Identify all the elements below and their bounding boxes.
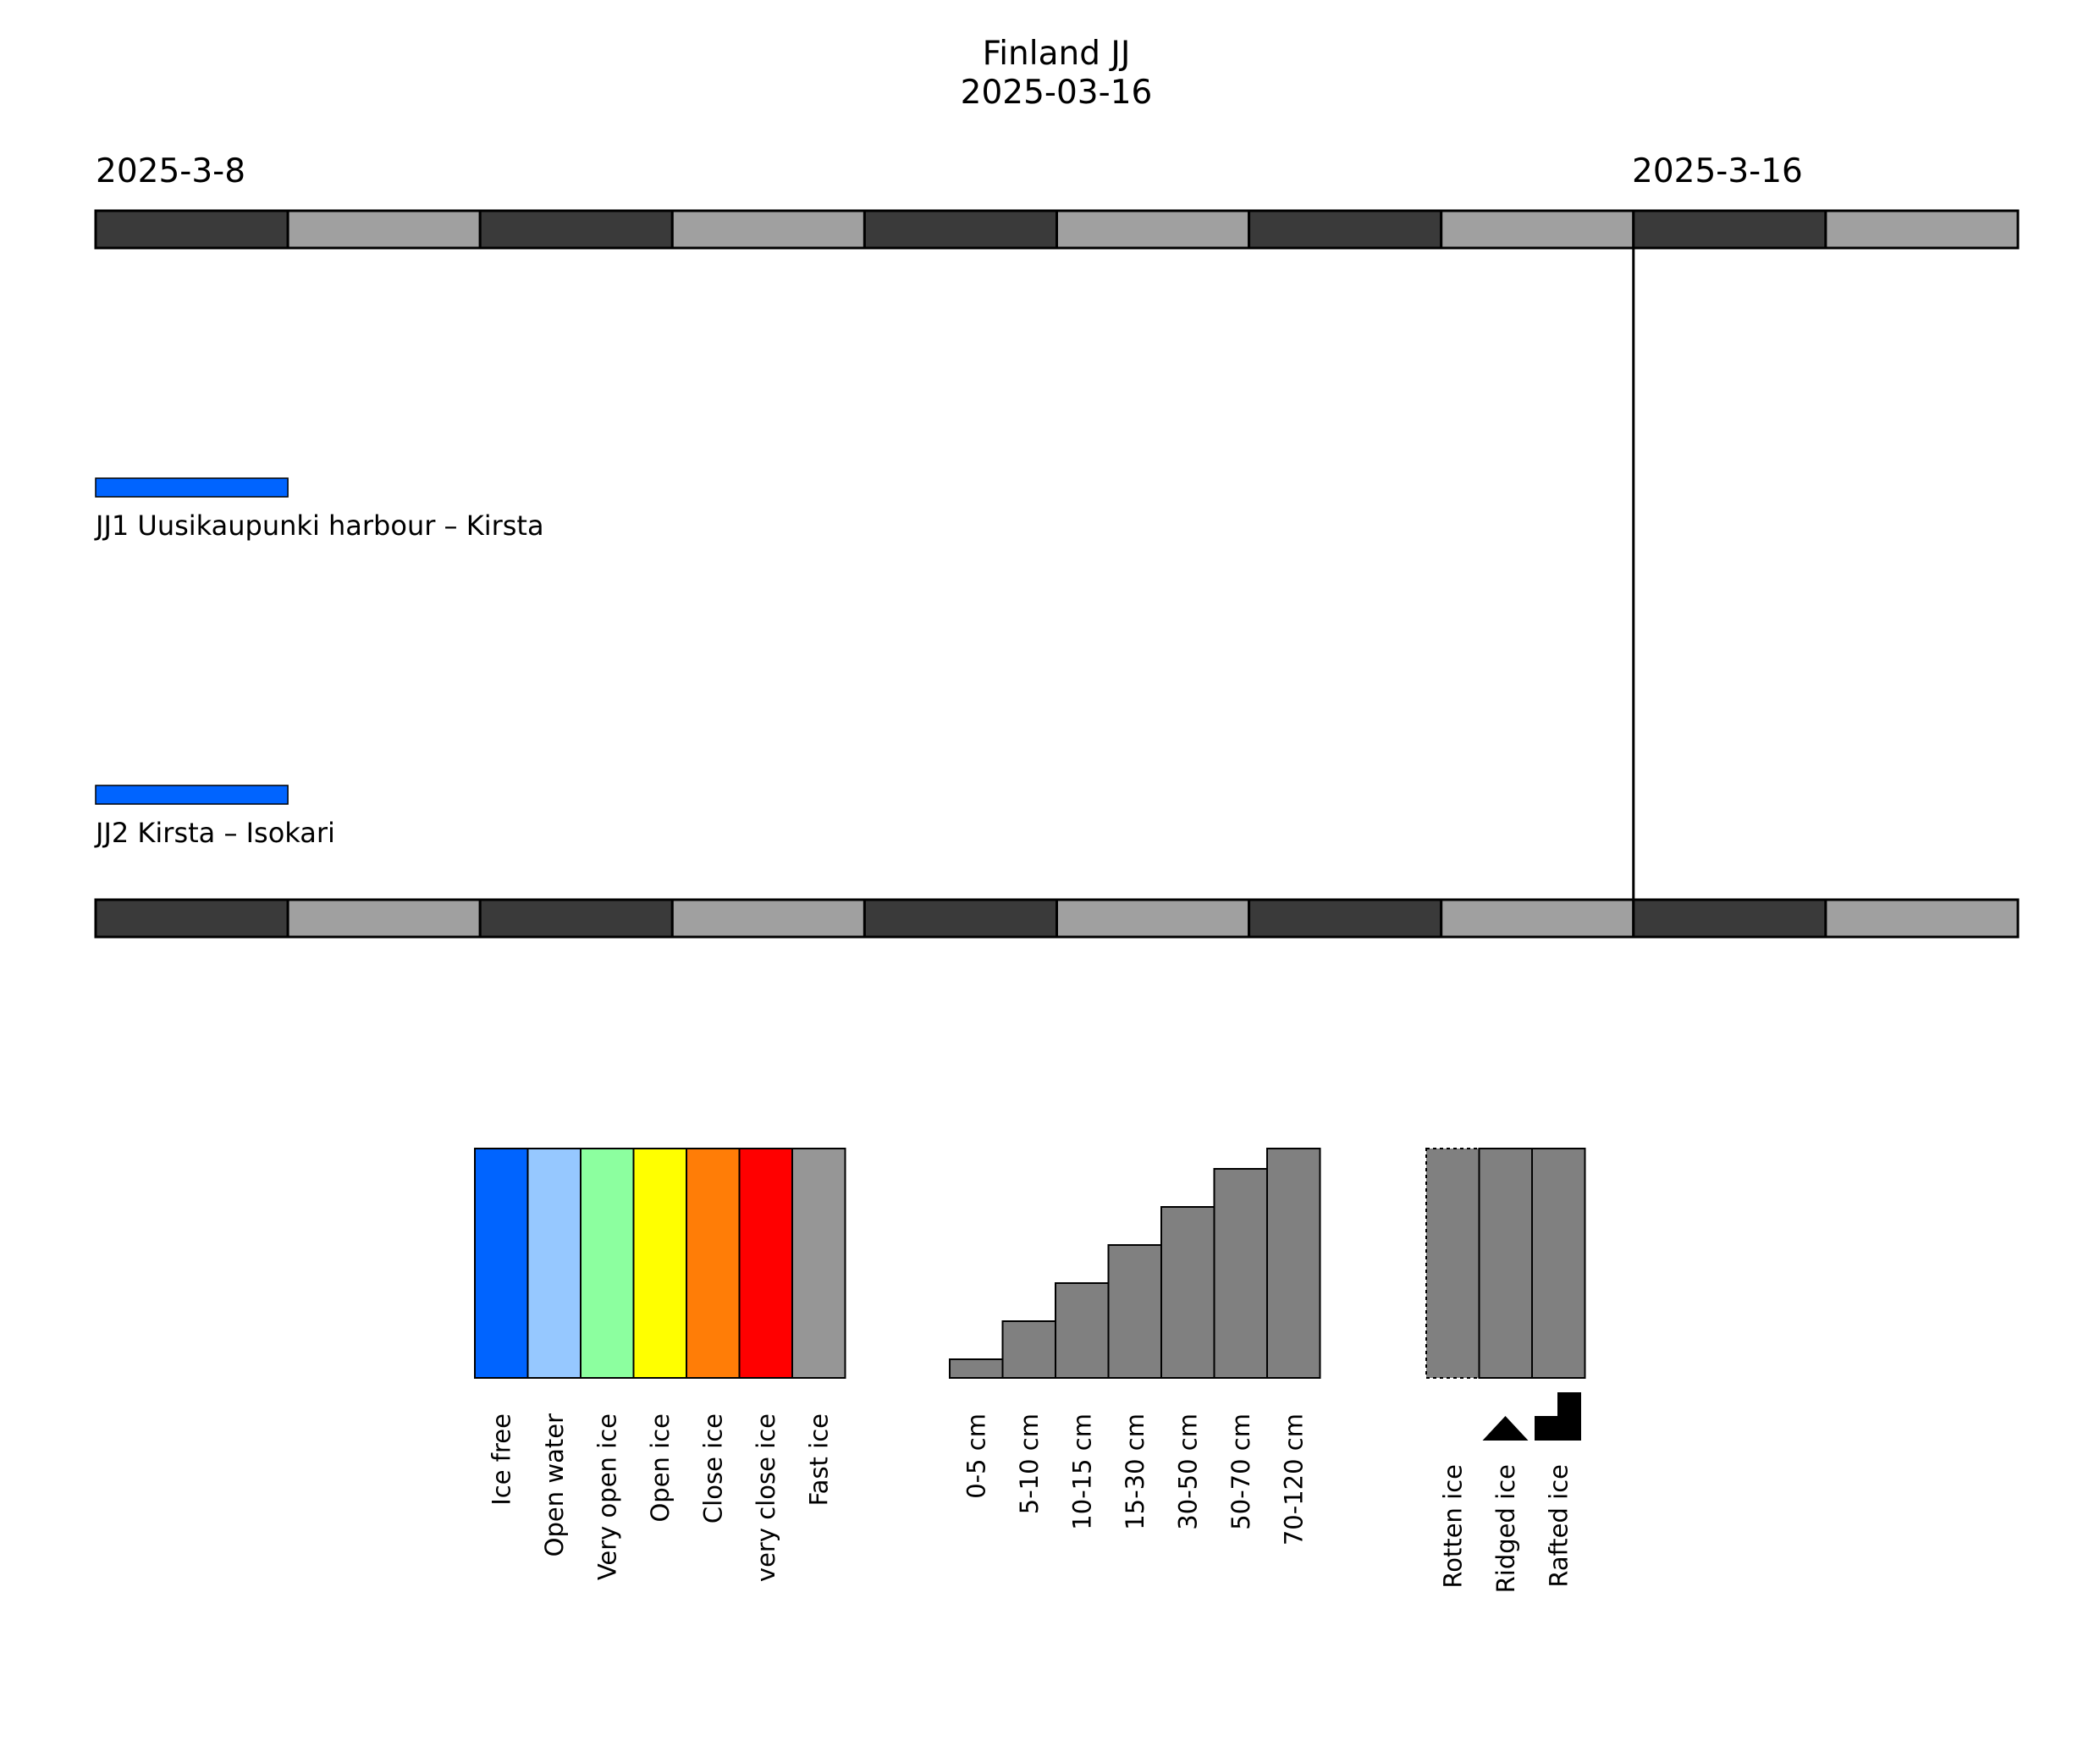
thickness-bar [949, 1358, 1004, 1379]
top-scale-day-cell [1056, 209, 1251, 250]
thickness-bar [1160, 1206, 1215, 1379]
concentration-swatch [580, 1148, 635, 1379]
bottom-scale-day-cell [1056, 898, 1251, 939]
bottom-scale-day-cell [1824, 898, 2020, 939]
concentration-label: Very open ice [593, 1413, 621, 1580]
bottom-scale-day-cell [478, 898, 674, 939]
concentration-swatch [526, 1148, 581, 1379]
current-date-label: 2025-3-16 [1632, 152, 1803, 190]
concentration-swatch [738, 1148, 793, 1379]
feature-legend: Rotten ice Ridged ice Rafted ice [1425, 1148, 1586, 1593]
bottom-scale-day-cell [1248, 898, 1443, 939]
ridged-ice-icon [1482, 1416, 1529, 1441]
concentration-label: Ice free [487, 1413, 515, 1506]
thickness-label: 15-30 cm [1121, 1413, 1149, 1530]
top-scale-day-cell [1440, 209, 1635, 250]
route-segment [95, 785, 289, 805]
thickness-label: 5-10 cm [1015, 1413, 1044, 1514]
feature-label: Rafted ice [1544, 1464, 1573, 1588]
route-label: JJ2 Kirsta – Isokari [94, 817, 335, 849]
top-scale-day-cell [863, 209, 1059, 250]
top-scale-day-cell [478, 209, 674, 250]
chart-subtitle: 2025-03-16 [961, 74, 1153, 112]
thickness-legend: 0-5 cm 5-10 cm 10-15 cm 15-30 cm 30-50 cm 50-… [949, 1148, 1321, 1545]
routes: JJ1 Uusikaupunki harbour – Kirsta JJ2 Kir… [94, 477, 544, 849]
concentration-label: Fast ice [804, 1413, 833, 1506]
thickness-bar [1055, 1282, 1110, 1379]
route-segment [95, 477, 289, 498]
top-scale-day-cell [670, 209, 866, 250]
top-scale-day-cell [1824, 209, 2020, 250]
concentration-label: Open ice [646, 1413, 675, 1523]
thickness-label: 30-50 cm [1173, 1413, 1202, 1530]
feature-label: Rotten ice [1438, 1464, 1467, 1589]
top-scale-day-cell [1248, 209, 1443, 250]
top-date-scale [94, 209, 2020, 250]
thickness-bar [1213, 1168, 1268, 1379]
concentration-label: very close ice [752, 1413, 780, 1582]
chart-title: Finland JJ [983, 35, 1131, 73]
top-scale-day-cell [1632, 209, 1827, 250]
bottom-scale-day-cell [1632, 898, 1827, 939]
bottom-date-scale [94, 898, 2020, 939]
bottom-scale-day-cell [863, 898, 1059, 939]
feature-swatch [1478, 1148, 1533, 1379]
concentration-swatch [474, 1148, 529, 1379]
concentration-label: Open water [540, 1413, 569, 1556]
concentration-swatch [686, 1148, 741, 1379]
feature-label: Ridged ice [1491, 1464, 1520, 1593]
bottom-scale-day-cell [1440, 898, 1635, 939]
bottom-scale-day-cell [670, 898, 866, 939]
thickness-label: 0-5 cm [962, 1413, 990, 1499]
thickness-label: 50-70 cm [1226, 1413, 1255, 1530]
route-label: JJ1 Uusikaupunki harbour – Kirsta [94, 510, 544, 542]
top-scale-day-cell [286, 209, 482, 250]
concentration-swatch [632, 1148, 687, 1379]
thickness-bar [1266, 1148, 1321, 1379]
thickness-label: 10-15 cm [1067, 1413, 1096, 1530]
bottom-scale-day-cell [286, 898, 482, 939]
thickness-bar [1107, 1244, 1162, 1379]
top-scale-day-cell [94, 209, 289, 250]
rafted-ice-icon [1535, 1392, 1581, 1441]
bottom-scale-day-cell [94, 898, 289, 939]
feature-swatch [1425, 1148, 1480, 1379]
start-date-label: 2025-3-8 [96, 152, 245, 190]
concentration-legend: Ice free Open water Very open ice Open ice C… [474, 1148, 846, 1582]
feature-swatch [1531, 1148, 1586, 1379]
concentration-swatch [791, 1148, 846, 1379]
thickness-bar [1001, 1320, 1056, 1379]
concentration-label: Close ice [698, 1413, 727, 1523]
thickness-label: 70-120 cm [1279, 1413, 1308, 1545]
